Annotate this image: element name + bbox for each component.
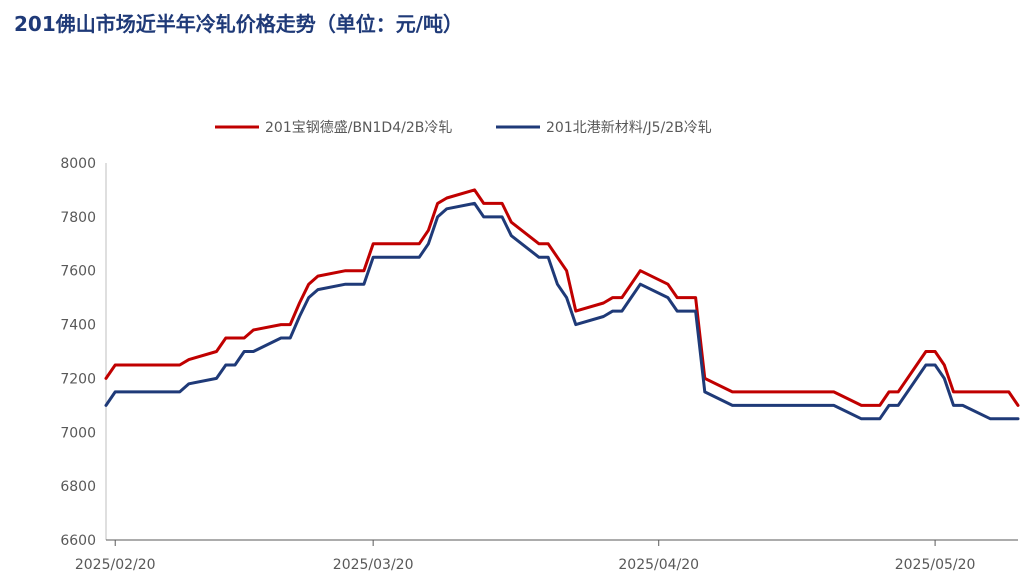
y-tick-label: 8000 bbox=[60, 156, 96, 172]
x-tick-label: 2025/02/20 bbox=[75, 557, 156, 573]
series-line-2 bbox=[104, 201, 1020, 421]
x-tick-label: 2025/04/20 bbox=[618, 557, 699, 573]
y-tick-label: 7000 bbox=[60, 425, 96, 441]
legend-label-1: 201宝钢德盛/BN1D4/2B冷轧 bbox=[265, 120, 452, 136]
y-tick-label: 6800 bbox=[60, 479, 96, 495]
legend-label-2: 201北港新材料/J5/2B冷轧 bbox=[546, 120, 712, 136]
y-tick-label: 7200 bbox=[60, 371, 96, 387]
y-tick-label: 7800 bbox=[60, 210, 96, 226]
x-tick-label: 2025/05/20 bbox=[895, 557, 976, 573]
y-tick-label: 6600 bbox=[60, 533, 96, 549]
y-tick-label: 7600 bbox=[60, 264, 96, 280]
series-line-1 bbox=[104, 188, 1020, 407]
y-tick-label: 7400 bbox=[60, 318, 96, 334]
x-tick-label: 2025/03/20 bbox=[333, 557, 414, 573]
chart-title: 201佛山市场近半年冷轧价格走势（单位：元/吨） bbox=[14, 12, 464, 36]
